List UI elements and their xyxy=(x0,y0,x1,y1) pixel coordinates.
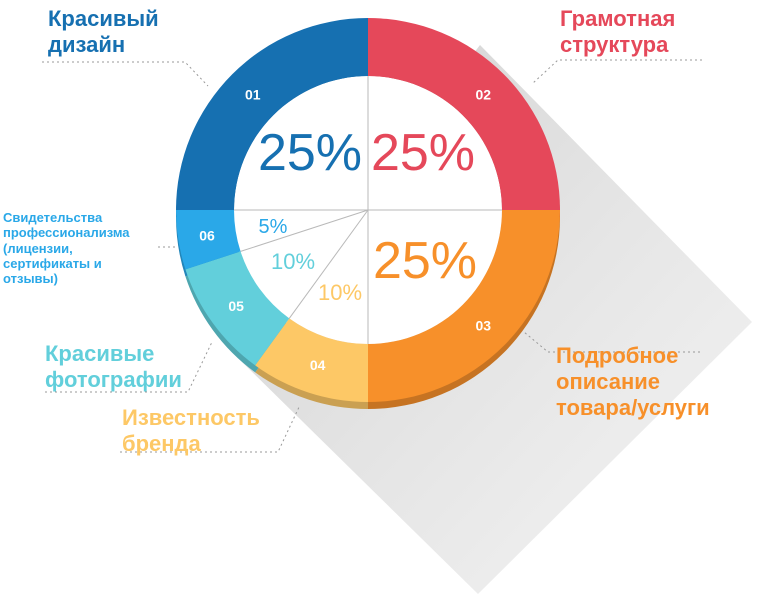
segment-number: 05 xyxy=(228,298,244,314)
category-label: Известность бренда xyxy=(122,405,260,456)
divider xyxy=(288,209,369,319)
segment-number: 06 xyxy=(199,227,215,243)
value-label: 25% xyxy=(373,232,477,290)
value-label: 25% xyxy=(258,124,362,182)
segment xyxy=(176,18,368,210)
value-label: 25% xyxy=(371,124,475,182)
value-label: 5% xyxy=(259,216,288,238)
value-label: 10% xyxy=(271,249,315,274)
divider xyxy=(240,209,369,252)
segment-number: 03 xyxy=(475,317,491,333)
segment-number: 02 xyxy=(475,87,491,103)
category-label: Грамотная структура xyxy=(560,6,676,57)
category-label: Подробное описание товара/услуги xyxy=(556,343,710,420)
segment xyxy=(368,210,560,402)
category-label: Свидетельства профессионализма (лицензии… xyxy=(3,210,130,287)
segment xyxy=(368,18,560,210)
leader-lines xyxy=(42,59,702,453)
segment xyxy=(185,251,290,366)
segment-number: 01 xyxy=(245,87,261,103)
value-label: 10% xyxy=(318,280,362,305)
category-label: Красивые фотографии xyxy=(45,341,182,392)
segment-number: 04 xyxy=(310,357,326,373)
segment xyxy=(255,318,368,402)
category-label: Красивый дизайн xyxy=(48,6,159,57)
segment xyxy=(176,210,241,270)
